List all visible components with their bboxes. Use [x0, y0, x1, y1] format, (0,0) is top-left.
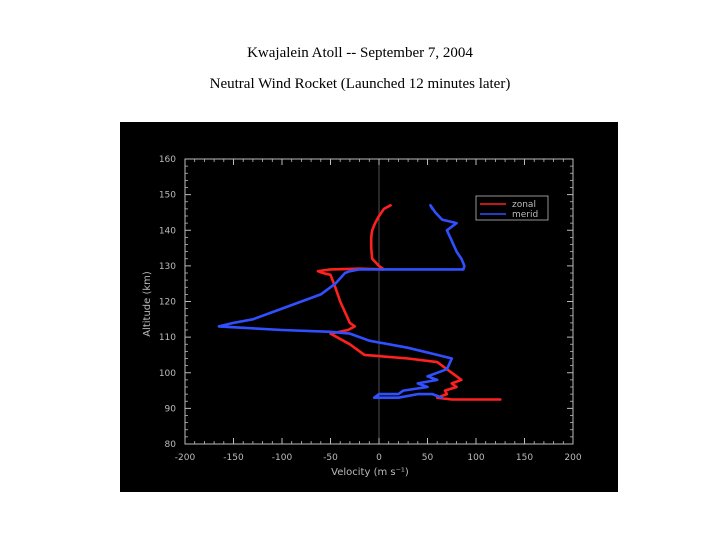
y-tick-label: 120 [159, 298, 176, 308]
series-zonal-line [316, 204, 502, 401]
x-tick-label: -200 [175, 453, 196, 463]
legend-label-zonal: zonal [512, 200, 536, 210]
axis-ticks: -200 -150 -100 -50 0 50 100 150 200 80 90 100 110 120… [159, 155, 582, 463]
x-tick-label: 50 [422, 453, 434, 463]
series-merid-line [217, 204, 466, 399]
y-tick-label: 160 [159, 155, 176, 165]
y-tick-label: 130 [159, 262, 176, 272]
x-tick-label: 100 [467, 453, 484, 463]
wind-profile-chart: -200 -150 -100 -50 0 50 100 150 200 80 90 100 110 120… [142, 155, 582, 478]
chart-subtitle: Neutral Wind Rocket (Launched 12 minutes… [209, 76, 511, 92]
x-tick-label: 200 [564, 453, 581, 463]
y-tick-label: 150 [159, 191, 176, 201]
y-tick-label: 90 [165, 404, 177, 414]
chart-title: Kwajalein Atoll -- September 7, 2004 [247, 45, 473, 61]
x-tick-label: -100 [272, 453, 293, 463]
x-tick-label: -150 [223, 453, 244, 463]
y-tick-label: 80 [165, 440, 177, 450]
plot-panel: -200 -150 -100 -50 0 50 100 150 200 80 90 100 110 120… [120, 122, 618, 492]
legend-box [475, 195, 549, 221]
x-tick-label: -50 [323, 453, 338, 463]
series-lines [217, 204, 502, 401]
x-axis-label: Velocity (m s⁻¹) [331, 467, 409, 478]
y-tick-label: 110 [159, 333, 176, 343]
x-tick-label: 0 [376, 453, 382, 463]
y-axis-label: Altitude (km) [142, 271, 153, 337]
y-tick-label: 140 [159, 226, 176, 236]
legend-label-merid: merid [512, 210, 538, 220]
x-tick-label: 150 [516, 453, 533, 463]
y-tick-label: 100 [159, 369, 176, 379]
